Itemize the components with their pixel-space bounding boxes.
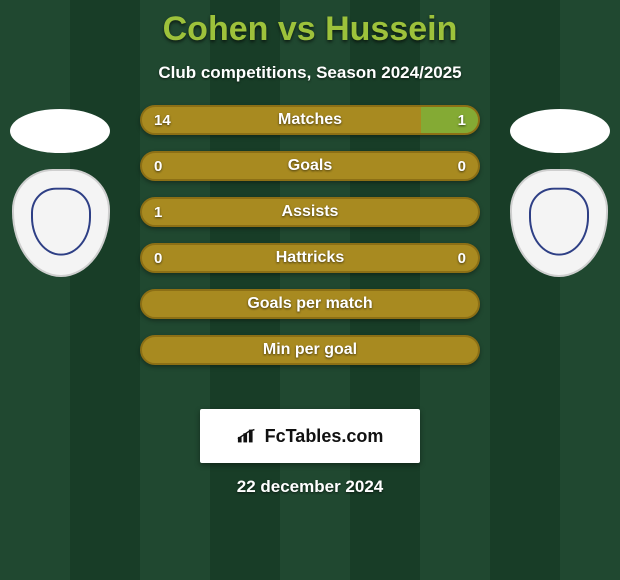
club-crest-right [510, 169, 608, 277]
stat-bar-goals: 0 Goals 0 [140, 151, 480, 181]
stat-bar-goals-per-match: Goals per match [140, 289, 480, 319]
stat-bar-hattricks: 0 Hattricks 0 [140, 243, 480, 273]
stat-bar-assists: 1 Assists [140, 197, 480, 227]
stat-bar-matches: 14 Matches 1 [140, 105, 480, 135]
stat-bar-min-per-goal: Min per goal [140, 335, 480, 365]
player-left [0, 105, 120, 365]
stat-label: Min per goal [142, 337, 478, 363]
stat-label: Goals per match [142, 291, 478, 317]
attribution-badge[interactable]: FcTables.com [200, 409, 420, 463]
subtitle: Club competitions, Season 2024/2025 [0, 63, 620, 83]
stat-label: Goals [142, 153, 478, 179]
player-right [500, 105, 620, 365]
date-text: 22 december 2024 [0, 477, 620, 497]
stat-value-right [454, 337, 478, 363]
avatar-placeholder-left [10, 109, 110, 153]
stat-value-right [454, 199, 478, 225]
stat-label: Assists [142, 199, 478, 225]
bars-icon [237, 428, 259, 444]
stat-value-right: 0 [446, 153, 478, 179]
attribution-text: FcTables.com [265, 426, 384, 447]
stat-label: Hattricks [142, 245, 478, 271]
stat-bars: 14 Matches 1 0 Goals 0 1 Assists 0 Hattr… [140, 105, 480, 381]
stat-value-right: 1 [446, 107, 478, 133]
stat-label: Matches [142, 107, 478, 133]
stat-value-right: 0 [446, 245, 478, 271]
content-columns: 14 Matches 1 0 Goals 0 1 Assists 0 Hattr… [0, 105, 620, 405]
avatar-placeholder-right [510, 109, 610, 153]
page-title: Cohen vs Hussein [0, 0, 620, 49]
comparison-card: Cohen vs Hussein Club competitions, Seas… [0, 0, 620, 580]
stat-value-right [454, 291, 478, 317]
club-crest-left [12, 169, 110, 277]
